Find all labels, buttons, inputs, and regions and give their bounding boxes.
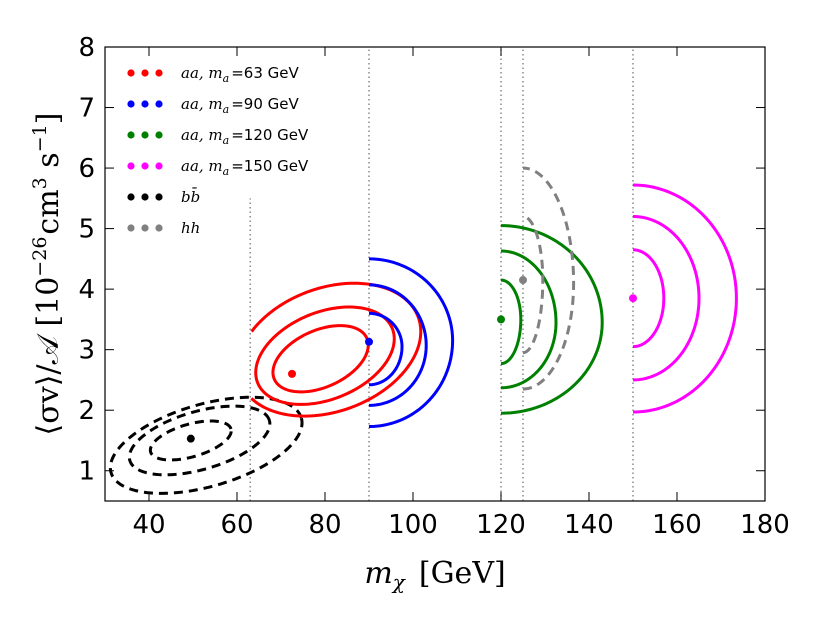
legend-marker-3-3 — [155, 131, 163, 139]
legend-marker-2-2 — [141, 100, 149, 108]
contour-aa_90-1 — [368, 311, 404, 387]
y-axis-exp-1: −26 — [29, 237, 51, 277]
legend-marker-3-1 — [127, 131, 135, 139]
y-axis-label: ⟨σv⟩/𝒜 [10−26 cm3 s−1] — [29, 113, 66, 436]
y-tick-label-5: 5 — [78, 215, 95, 245]
contour-aa_63-2 — [254, 305, 396, 406]
legend-sub-3: a — [223, 134, 230, 147]
legend-marker-6-3 — [155, 224, 163, 232]
y-tick-label-8: 8 — [78, 33, 95, 63]
contour-aa_150-1 — [632, 248, 666, 349]
legend-marker-6-1 — [127, 224, 135, 232]
legend-value-2: =90 GeV — [231, 95, 299, 113]
y-tick-label-7: 7 — [78, 94, 95, 124]
best-fit-hh — [519, 276, 527, 285]
legend-marker-4-2 — [141, 162, 149, 170]
x-tick-label-40: 40 — [132, 510, 165, 540]
y-axis-exp-3: −1 — [29, 124, 51, 152]
reference-lines — [249, 47, 634, 501]
y-axis-mid-2: s — [31, 152, 66, 177]
x-tick-label-160: 160 — [652, 510, 702, 540]
contour-aa_63-1 — [271, 324, 370, 394]
contour-bb-2 — [127, 404, 272, 477]
legend-math-1: aa, m — [181, 64, 223, 82]
x-axis-subscript: χ — [391, 570, 407, 594]
legend-value-4: =150 GeV — [231, 157, 309, 175]
best-fit-points — [186, 276, 637, 443]
y-tick-label-2: 2 — [78, 396, 95, 426]
legend-entry-5: bb̄ — [181, 188, 200, 206]
y-tick-label-6: 6 — [78, 154, 95, 184]
contour-hh-1 — [522, 214, 545, 355]
x-tick-label-120: 120 — [476, 510, 526, 540]
legend-marker-4-1 — [127, 162, 135, 170]
contour-hh-2 — [522, 166, 576, 391]
y-axis-exp-2: 3 — [29, 177, 51, 189]
legend-sub-4: a — [223, 165, 230, 178]
legend-math-3: aa, m — [181, 126, 223, 144]
x-axis-label: mχ [GeV] — [364, 556, 505, 594]
y-tick-label-1: 1 — [78, 457, 95, 487]
contour-group — [108, 166, 738, 495]
best-fit-aa_90 — [365, 337, 373, 346]
contour-aa_120-1 — [500, 278, 523, 366]
legend-entry-6: hh — [181, 219, 200, 237]
contour-aa_120-2 — [500, 249, 558, 390]
legend-marker-3-2 — [141, 131, 149, 139]
legend-math-6: hh — [181, 219, 200, 237]
best-fit-aa_150 — [629, 294, 637, 303]
legend-marker-5-3 — [155, 193, 163, 201]
contour-aa_90-3 — [368, 257, 455, 429]
legend-entry-4: aa, ma =150 GeV — [181, 157, 309, 178]
x-tick-label-140: 140 — [564, 510, 614, 540]
contour-bb-3 — [108, 395, 304, 495]
legend-marker-1-1 — [127, 69, 135, 77]
legend-marker-4-3 — [155, 162, 163, 170]
legend-marker-1-3 — [155, 69, 163, 77]
legend-value-1: =63 GeV — [231, 64, 299, 82]
contour-aa_150-2 — [632, 214, 701, 382]
legend-marker-1-2 — [141, 69, 149, 77]
legend-entry-2: aa, ma =90 GeV — [181, 95, 299, 116]
legend-value-3: =120 GeV — [231, 126, 309, 144]
legend-marker-2-1 — [127, 100, 135, 108]
legend-sub-1: a — [223, 72, 230, 85]
y-axis-text: ⟨σv⟩/𝒜 [10 — [31, 277, 66, 436]
legend-math-5: bb̄ — [181, 188, 200, 206]
y-axis-end: ] — [31, 113, 66, 125]
y-tick-label-3: 3 — [78, 336, 95, 366]
x-axis-symbol: m — [364, 556, 392, 591]
legend-entry-3: aa, ma =120 GeV — [181, 126, 309, 147]
legend-marker-5-1 — [127, 193, 135, 201]
x-tick-label-80: 80 — [308, 510, 341, 540]
legend-marker-5-2 — [141, 193, 149, 201]
contour-aa_120-3 — [500, 224, 604, 415]
x-tick-label-180: 180 — [740, 510, 790, 540]
best-fit-aa_120 — [497, 315, 505, 324]
best-fit-bb — [186, 434, 195, 443]
x-tick-label-100: 100 — [388, 510, 438, 540]
x-axis-unit: [GeV] — [419, 556, 506, 591]
contour-aa_90-2 — [368, 283, 428, 407]
plot-frame — [104, 46, 766, 502]
contour-aa_150-3 — [632, 183, 738, 414]
best-fit-aa_63 — [288, 369, 296, 378]
x-tick-label-60: 60 — [220, 510, 253, 540]
legend-marker-2-3 — [155, 100, 163, 108]
legend-sub-2: a — [223, 103, 230, 116]
axis-ticks: 40 60 80 100 120 140 160 180 1 2 3 4 5 6 7 8 — [78, 33, 789, 540]
legend-math-4: aa, m — [181, 157, 223, 175]
legend-entry-1: aa, ma =63 GeV — [181, 64, 299, 85]
contour-aa_63-3 — [250, 281, 423, 418]
y-tick-label-4: 4 — [78, 275, 95, 305]
y-axis-mid: cm — [31, 189, 66, 234]
legend-math-2: aa, m — [181, 95, 223, 113]
contour-bb-1 — [148, 419, 233, 462]
legend-marker-6-2 — [141, 224, 149, 232]
